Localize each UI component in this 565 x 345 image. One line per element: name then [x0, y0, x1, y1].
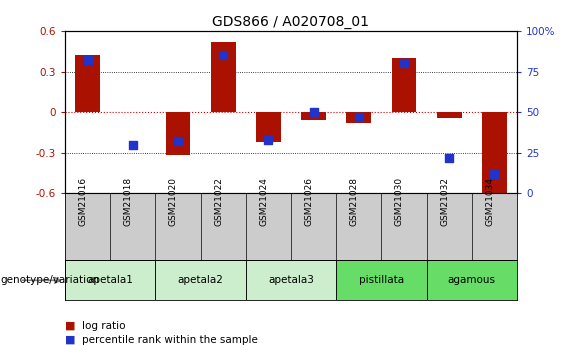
Bar	[336, 260, 427, 300]
Point	[173, 139, 182, 144]
Bar	[301, 112, 326, 120]
Bar	[392, 58, 416, 112]
Point	[309, 109, 318, 115]
Bar	[256, 112, 281, 142]
Bar	[482, 112, 507, 196]
Text: GSM21026: GSM21026	[305, 177, 314, 226]
Text: GSM21018: GSM21018	[124, 177, 133, 226]
Point	[128, 142, 137, 147]
Bar	[427, 260, 517, 300]
Bar	[437, 112, 462, 118]
Text: GSM21034: GSM21034	[485, 177, 494, 226]
Point	[490, 171, 499, 177]
Text: GSM21022: GSM21022	[214, 177, 223, 226]
Text: ■: ■	[65, 321, 76, 331]
Text: GSM21024: GSM21024	[259, 177, 268, 226]
Title: GDS866 / A020708_01: GDS866 / A020708_01	[212, 14, 370, 29]
Bar	[166, 112, 190, 155]
Text: genotype/variation: genotype/variation	[1, 275, 99, 285]
Text: pistillata: pistillata	[359, 275, 404, 285]
Bar	[75, 55, 100, 112]
Text: agamous: agamous	[448, 275, 496, 285]
Text: apetala1: apetala1	[87, 275, 133, 285]
Bar	[346, 112, 371, 123]
Point	[83, 58, 92, 63]
Point	[264, 137, 273, 142]
Text: GSM21028: GSM21028	[350, 177, 359, 226]
Text: GSM21020: GSM21020	[169, 177, 178, 226]
Bar	[246, 260, 336, 300]
Bar	[211, 42, 236, 112]
Bar	[155, 260, 246, 300]
Text: GSM21032: GSM21032	[440, 177, 449, 226]
Text: ■: ■	[65, 335, 76, 345]
Point	[354, 114, 363, 120]
Text: apetala3: apetala3	[268, 275, 314, 285]
Text: GSM21016: GSM21016	[79, 177, 88, 226]
Bar	[65, 260, 155, 300]
Point	[399, 61, 408, 66]
Text: percentile rank within the sample: percentile rank within the sample	[82, 335, 258, 345]
Text: GSM21030: GSM21030	[395, 177, 404, 226]
Point	[219, 52, 228, 58]
Point	[445, 155, 454, 160]
Text: apetala2: apetala2	[177, 275, 224, 285]
Text: log ratio: log ratio	[82, 321, 125, 331]
